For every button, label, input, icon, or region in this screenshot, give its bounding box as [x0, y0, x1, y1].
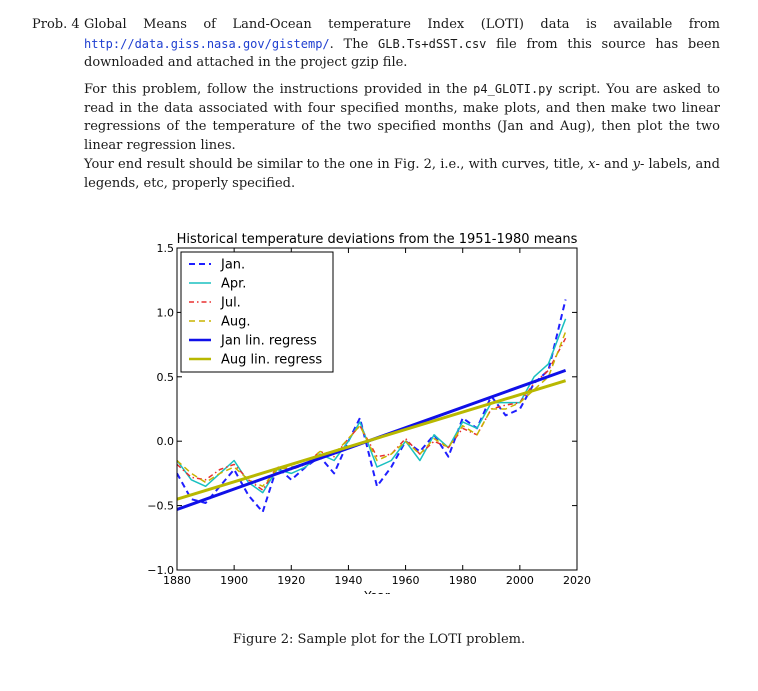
loti-chart: Historical temperature deviations from t… [147, 232, 591, 594]
x-tick-label-5: 1980 [449, 574, 477, 587]
intro-text-2: . The [329, 36, 379, 52]
y-tick-label-2: 0.0 [157, 435, 175, 448]
result-text-3: - labels, and legends, etc, properly spe… [84, 157, 720, 191]
plot-frame [176, 247, 578, 571]
x-tick-label-3: 1940 [334, 574, 362, 587]
legend-box [180, 251, 334, 373]
x-tick-label-4: 1960 [392, 574, 420, 587]
intro-text-1: Global Means of Land-Ocean temperature I… [84, 17, 720, 32]
x-axis-label: Year [363, 589, 389, 594]
paragraph-intro: Global Means of Land-Ocean temperature I… [84, 16, 720, 73]
paragraph-instructions: For this problem, follow the instruction… [84, 80, 720, 155]
x-tick-label-6: 2000 [506, 574, 534, 587]
x-tick-label-2: 1920 [277, 574, 305, 587]
legend-label-2: Jul. [220, 296, 241, 311]
math-y: y [632, 157, 640, 172]
legend-label-4: Jan lin. regress [220, 334, 317, 349]
x-tick-label-1: 1900 [220, 574, 248, 587]
series-line-0 [177, 299, 567, 513]
series-group [177, 299, 567, 513]
result-text-1: Your end result should be similar to the… [84, 157, 589, 172]
y-tick-label-4: 1.0 [157, 306, 175, 319]
legend-label-5: Aug lin. regress [221, 353, 322, 368]
math-x: x [588, 157, 596, 172]
script-name: p4_GLOTI.py [473, 82, 553, 96]
data-source-link[interactable]: http://data.giss.nasa.gov/gistemp/ [84, 36, 330, 51]
legend-label-1: Apr. [221, 277, 246, 292]
chart-title: Historical temperature deviations from t… [177, 232, 578, 247]
instr-text-2: script. You are asked to read in the dat… [84, 82, 720, 153]
paragraph-result: Your end result should be similar to the… [84, 156, 720, 193]
y-tick-label-0: −1.0 [147, 564, 174, 577]
series-line-5 [177, 379, 567, 501]
x-tick-label-7: 2020 [563, 574, 591, 587]
intro-text-3: file from this source has been downloade… [84, 36, 721, 71]
legend-label-0: Jan. [220, 258, 245, 273]
instr-text-1: For this problem, follow the instruction… [84, 82, 474, 97]
figure-caption: Figure 2: Sample plot for the LOTI probl… [232, 632, 526, 647]
y-tick-label-5: 1.5 [157, 242, 175, 255]
problem-label: Prob. 4 [32, 17, 80, 32]
legend-label-3: Aug. [221, 315, 251, 330]
data-file-name: GLB.Ts+dSST.csv [378, 36, 487, 51]
result-text-2: - and [595, 157, 633, 172]
y-tick-label-3: 0.5 [157, 371, 175, 384]
y-tick-label-1: −0.5 [147, 500, 174, 513]
x-tick-label-0: 1880 [163, 574, 191, 587]
